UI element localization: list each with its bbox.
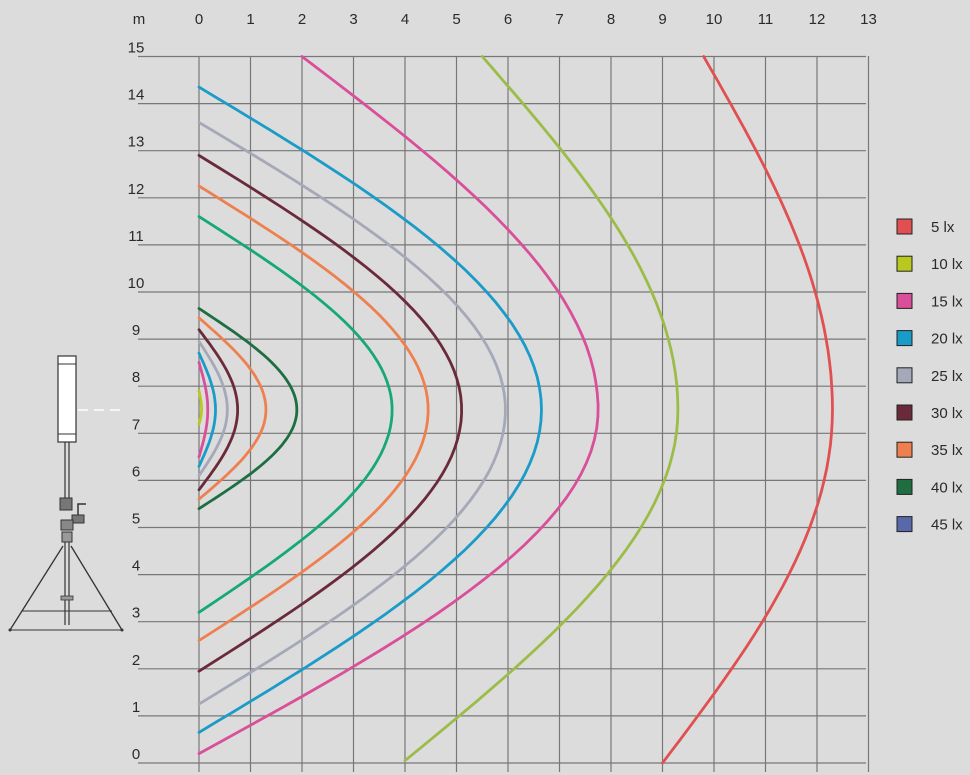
y-tick-label: 10: [128, 275, 145, 292]
chart-legend: 5 lx 10 lx 15 lx 20 lx 25 lx 30 lx 35 lx 40 lx 4…: [896, 218, 963, 534]
isolux-curve-40-lx: [197, 307, 299, 511]
legend-label: 10 lx: [931, 256, 963, 273]
legend-swatch: [896, 404, 913, 421]
legend-swatch: [896, 218, 913, 235]
legend-swatch: [896, 516, 913, 533]
isolux-curves: [197, 55, 834, 765]
x-tick-label: 12: [809, 11, 826, 28]
y-tick-label: 11: [128, 228, 144, 245]
unit-label: m: [133, 11, 146, 28]
isolux-curve-30-lx: [197, 328, 239, 492]
y-tick-label: 15: [128, 40, 145, 57]
y-tick-label: 12: [128, 181, 145, 198]
legend-swatch: [896, 367, 913, 384]
legend-label: 40 lx: [931, 479, 963, 496]
legend-swatch: [896, 478, 913, 495]
y-tick-label: 0: [132, 746, 140, 763]
x-tick-label: 10: [706, 11, 723, 28]
legend-swatch: [896, 441, 913, 458]
legend-swatch: [896, 292, 913, 309]
isolux-curve: [197, 184, 430, 642]
legend-label: 5 lx: [931, 219, 955, 236]
tripod-light-icon: [8, 355, 124, 632]
x-tick-label: 9: [658, 11, 666, 28]
isolux-curve-5-lx: [661, 55, 834, 765]
legend-label: 25 lx: [931, 368, 963, 385]
x-tick-label: 4: [401, 11, 409, 28]
y-tick-label: 2: [132, 652, 140, 669]
legend-label: 45 lx: [931, 517, 963, 534]
x-tick-label: 7: [555, 11, 563, 28]
isolux-curve-10-lx: [197, 389, 203, 426]
x-tick-label: 5: [452, 11, 460, 28]
chart-grid: [138, 55, 870, 772]
y-tick-label: 14: [128, 87, 145, 104]
x-tick-label: 0: [195, 11, 203, 28]
isolux-curve: [197, 121, 507, 706]
x-tick-label: 13: [860, 11, 877, 28]
isolux-curve: [197, 55, 600, 755]
isolux-curve: [197, 85, 543, 734]
isolux-curve-20-lx: [197, 351, 217, 468]
y-tick-label: 9: [132, 322, 140, 339]
x-tick-label: 11: [758, 11, 774, 28]
legend-label: 15 lx: [931, 293, 963, 310]
x-tick-label: 8: [607, 11, 615, 28]
y-tick-label: 1: [132, 699, 140, 716]
x-tick-label: 1: [246, 11, 254, 28]
isolux-curve: [197, 215, 394, 614]
legend-label: 35 lx: [931, 442, 963, 459]
y-tick-label: 8: [132, 369, 140, 386]
x-tick-labels: m 0 1 2 3 4 5 6 7 8 9 10 11 12 13: [133, 11, 877, 28]
y-tick-label: 13: [128, 134, 145, 151]
isolux-curve-15-lx: [197, 361, 210, 459]
y-tick-label: 5: [132, 511, 140, 528]
x-tick-label: 3: [349, 11, 357, 28]
x-tick-label: 2: [298, 11, 306, 28]
isolux-curve: [197, 154, 464, 673]
y-tick-label: 7: [132, 416, 140, 433]
y-tick-label: 6: [132, 463, 140, 480]
legend-label: 30 lx: [931, 405, 963, 422]
x-tick-label: 6: [504, 11, 512, 28]
y-tick-label: 4: [132, 558, 140, 575]
isolux-curve: [403, 55, 680, 762]
legend-swatch: [896, 330, 913, 347]
isolux-curve-25-lx: [197, 340, 229, 478]
isolux-curve-35-lx: [197, 316, 268, 501]
legend-label: 20 lx: [931, 331, 963, 348]
y-tick-label: 3: [132, 605, 140, 622]
legend-swatch: [896, 255, 913, 272]
